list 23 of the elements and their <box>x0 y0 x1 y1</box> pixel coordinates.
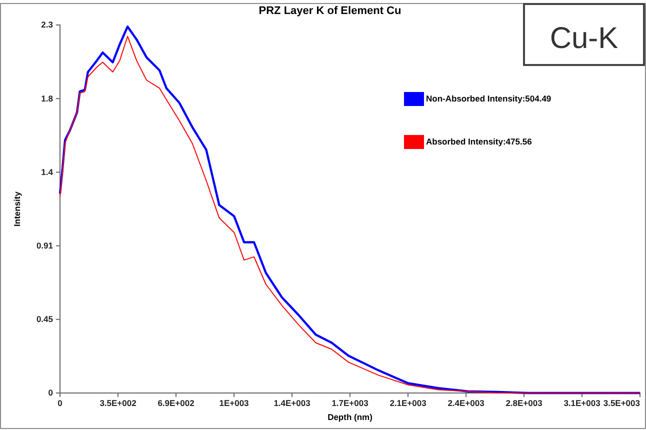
x-tick-label: 2.1E+003 <box>390 398 427 408</box>
legend-label: Non-Absorbed Intensity:504.49 <box>426 93 552 104</box>
legend-label: Absorbed Intensity:475.56 <box>426 136 532 146</box>
x-tick-label: 6.9E+002 <box>158 398 195 408</box>
x-tick-label: 1E+003 <box>219 398 250 408</box>
y-tick-label: 1.8 <box>41 93 54 104</box>
x-tick-label: 2.8E+003 <box>506 398 543 408</box>
chart-title: PRZ Layer K of Element Cu <box>258 5 402 17</box>
x-axis-title: Depth (nm) <box>328 412 373 422</box>
y-tick-label: 0.45 <box>36 314 54 324</box>
x-tick-label: 3.5E+002 <box>100 398 137 408</box>
y-tick-label: 0.91 <box>36 240 54 251</box>
y-tick-label: 0 <box>48 388 54 398</box>
x-tick-label: 3.1E+003 <box>564 398 601 408</box>
x-tick-label: 1.7E+003 <box>332 398 369 408</box>
y-axis-title: Intensity <box>12 191 22 226</box>
annotation: Cu-K <box>550 22 618 55</box>
x-tick-label: 2.4E+003 <box>448 398 485 408</box>
x-tick-label: 0 <box>58 398 63 408</box>
x-tick-label: 3.5E+003 <box>603 398 640 408</box>
y-tick-label: 2.3 <box>41 20 54 30</box>
x-tick-label: 1.4E+003 <box>274 398 311 408</box>
y-tick-label: 1.4 <box>41 166 54 177</box>
